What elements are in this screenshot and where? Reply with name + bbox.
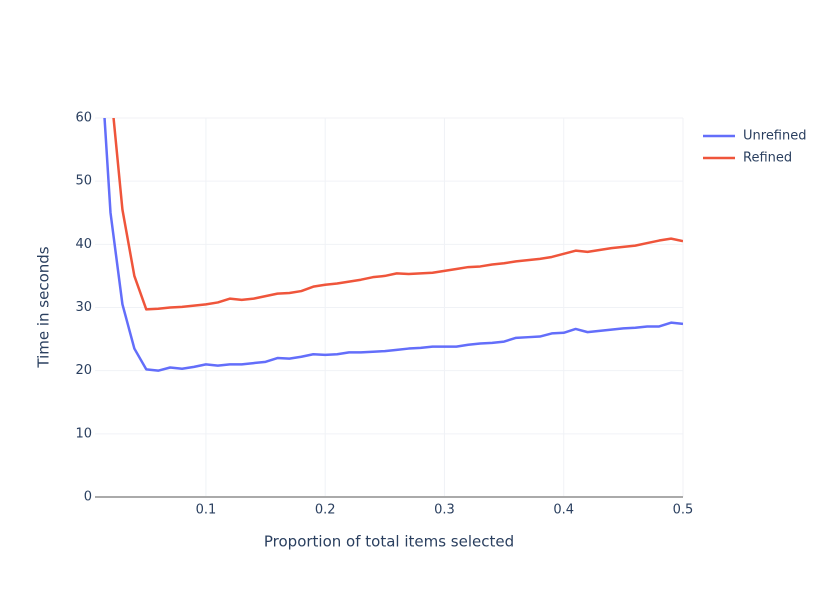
y-tick-label: 10	[75, 426, 92, 441]
x-axis-title: Proportion of total items selected	[264, 533, 514, 551]
x-tick-label: 0.5	[673, 503, 694, 518]
legend-label: Unrefined	[743, 129, 807, 144]
y-axis-title: Time in seconds	[35, 246, 53, 368]
y-tick-label: 20	[75, 363, 92, 378]
x-tick-label: 0.4	[553, 503, 574, 518]
plot-area	[103, 118, 683, 372]
legend-label: Refined	[743, 151, 792, 166]
y-tick-label: 40	[75, 237, 92, 252]
y-tick-label: 60	[75, 111, 92, 126]
y-tick-label: 0	[84, 490, 92, 505]
data-line	[112, 118, 683, 311]
y-tick-label: 50	[75, 174, 92, 189]
x-tick-label: 0.2	[315, 503, 336, 518]
data-line	[103, 118, 683, 372]
y-tick-label: 30	[75, 300, 92, 315]
x-tick-label: 0.3	[434, 503, 455, 518]
x-tick-label: 0.1	[196, 503, 217, 518]
